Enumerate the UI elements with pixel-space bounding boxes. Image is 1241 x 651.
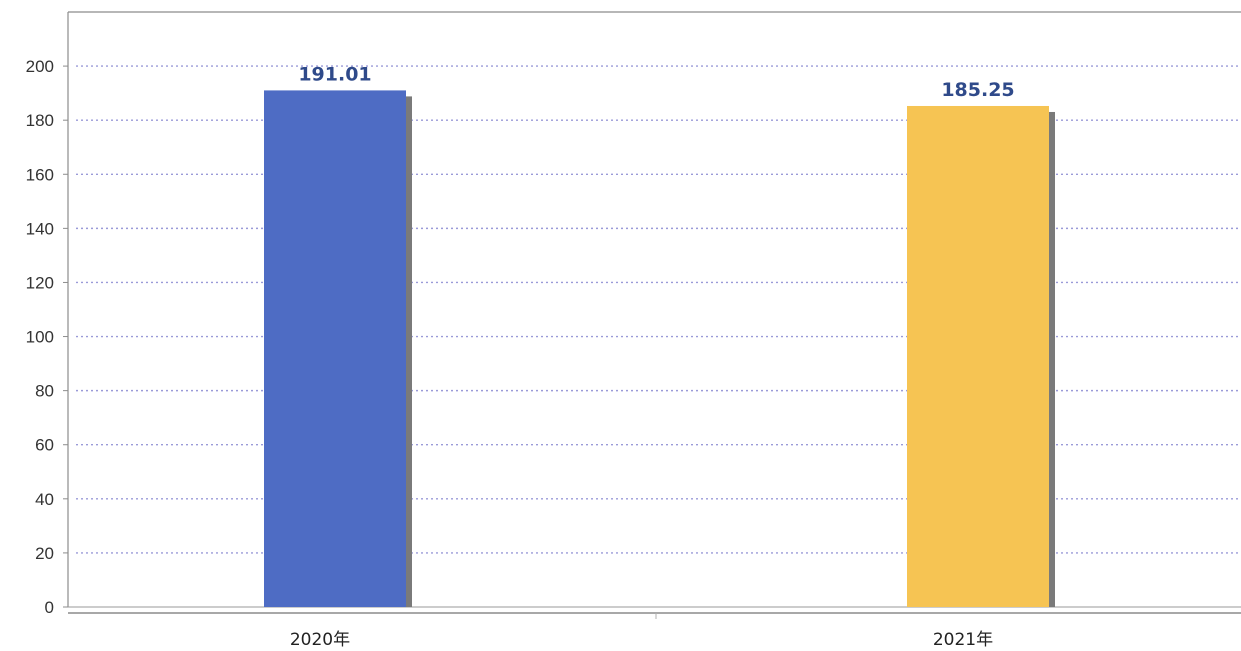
data-label: 191.01 <box>298 63 371 85</box>
y-tick-label: 120 <box>26 273 54 292</box>
y-tick-label: 0 <box>45 598 54 617</box>
labels: 191.01 2020年 185.25 2021年 <box>290 63 1015 650</box>
y-tick-label: 100 <box>26 328 54 347</box>
bar <box>907 105 1049 607</box>
x-tick-label: 2020年 <box>290 630 350 650</box>
bars <box>264 90 1055 607</box>
y-tick-label: 60 <box>35 436 54 455</box>
bar <box>264 90 406 607</box>
x-tick-label: 2021年 <box>933 630 993 650</box>
data-label: 185.25 <box>941 79 1014 101</box>
axes: 0 20 40 60 80 100 120 140 160 180 200 <box>26 11 1241 619</box>
y-tick-label: 140 <box>26 219 54 238</box>
y-tick-label: 80 <box>35 382 54 401</box>
y-tick-label: 160 <box>26 165 54 184</box>
y-tick-label: 20 <box>35 544 54 563</box>
gridlines <box>76 65 1241 554</box>
y-tick-label: 180 <box>26 111 54 130</box>
y-tick-label: 200 <box>26 57 54 76</box>
y-tick-label: 40 <box>35 490 54 509</box>
